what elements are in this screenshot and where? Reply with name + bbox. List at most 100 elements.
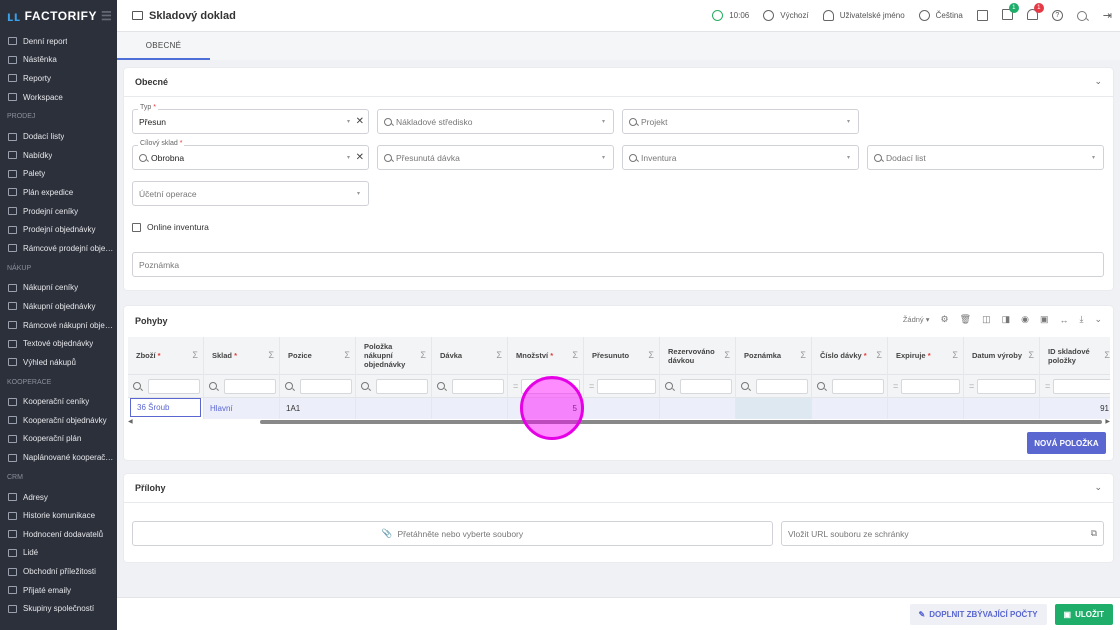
table-cell[interactable]	[736, 398, 811, 419]
layout-icon[interactable]: ◨	[1001, 314, 1011, 324]
inventory-select[interactable]: Inventura ▾	[622, 145, 859, 170]
sidebar-item[interactable]: Denní report	[0, 32, 117, 51]
table-cell[interactable]	[812, 398, 887, 419]
filter-input[interactable]	[597, 378, 656, 394]
table-cell[interactable]: 91	[1040, 398, 1110, 419]
moved-batch-select[interactable]: Přesunutá dávka ▾	[377, 145, 614, 170]
eye-icon[interactable]: ◉	[1021, 314, 1029, 324]
sum-icon[interactable]: Σ	[420, 350, 426, 360]
column-header[interactable]: Poznámka Σ	[736, 337, 811, 375]
sidebar-item[interactable]: Textové objednávky	[0, 334, 117, 353]
sidebar-item[interactable]: Rámcové nákupní objed...	[0, 316, 117, 335]
sidebar-item[interactable]: Kooperační plán	[0, 430, 117, 449]
clear-icon[interactable]: ✕	[355, 152, 364, 163]
cost-center-select[interactable]: Nákladové středisko ▾	[377, 109, 614, 134]
sum-icon[interactable]: Σ	[192, 350, 198, 360]
columns-icon[interactable]: ◫	[982, 314, 991, 324]
sum-icon[interactable]: Σ	[1104, 350, 1110, 360]
sidebar-item[interactable]: Prodejní objednávky	[0, 220, 117, 239]
sidebar-item[interactable]: Palety	[0, 165, 117, 184]
filter-input[interactable]	[832, 378, 884, 394]
column-header[interactable]: Dávka Σ	[432, 337, 507, 375]
sidebar-item[interactable]: Lidé	[0, 544, 117, 563]
filter-input[interactable]	[224, 378, 276, 394]
sidebar-item[interactable]: Reporty	[0, 69, 117, 88]
sum-icon[interactable]: Σ	[344, 350, 350, 360]
help-icon[interactable]: ?	[1051, 10, 1063, 21]
gift-button[interactable]: 1	[1001, 3, 1019, 22]
sidebar-item[interactable]: Výhled nákupů	[0, 353, 117, 372]
sidebar-item[interactable]: Adresy	[0, 488, 117, 507]
scroll-left-icon[interactable]: ◀	[128, 419, 133, 425]
column-header[interactable]: Pozice Σ	[280, 337, 355, 375]
save-button[interactable]: ▣ ULOŽIT	[1054, 604, 1113, 625]
sum-icon[interactable]: Σ	[952, 350, 958, 360]
filter-input[interactable]	[148, 378, 200, 394]
target-warehouse-select[interactable]: Cílový sklad * Obrobna ▾ ✕	[132, 140, 369, 170]
checkbox[interactable]	[132, 222, 141, 232]
tab-general[interactable]: OBECNÉ	[117, 32, 210, 60]
column-header[interactable]: Množství * Σ	[508, 337, 583, 375]
settings-icon[interactable]: ⚙	[940, 314, 949, 324]
delete-icon[interactable]: 🗑	[959, 314, 972, 324]
filter-input[interactable]	[901, 378, 960, 394]
chevron-down-icon[interactable]: ⌄	[1094, 76, 1102, 86]
table-cell[interactable]	[964, 398, 1039, 419]
sum-icon[interactable]: Σ	[496, 350, 502, 360]
online-inventory-checkbox[interactable]: Online inventura	[132, 222, 209, 232]
filter-input[interactable]	[977, 378, 1036, 394]
sum-icon[interactable]: Σ	[268, 350, 274, 360]
fit-icon[interactable]: ▣	[1039, 314, 1049, 324]
sidebar-item[interactable]: Nákupní objednávky	[0, 297, 117, 316]
sidebar-item[interactable]: Hodnocení dodavatelů	[0, 525, 117, 544]
accounting-operation-select[interactable]: Účetní operace ▾	[132, 181, 369, 206]
signpost-icon[interactable]	[976, 10, 988, 21]
horizontal-scrollbar[interactable]: ◀ ▶	[128, 419, 1110, 426]
column-header[interactable]: Číslo dávky * Σ	[812, 337, 887, 375]
sidebar-item[interactable]: Dodací listy	[0, 127, 117, 146]
sidebar-item[interactable]: Obchodní příležitosti	[0, 562, 117, 581]
column-header[interactable]: Sklad * Σ	[204, 337, 279, 375]
column-header[interactable]: Položka nákupní objednávky Σ	[356, 337, 431, 375]
table-cell[interactable]: 1A1	[280, 398, 355, 419]
file-dropzone[interactable]: 📎 Přetáhněte nebo vyberte soubory	[132, 521, 773, 546]
column-header[interactable]: Přesunuto Σ	[584, 337, 659, 375]
filter-input[interactable]	[376, 378, 428, 394]
sidebar-item[interactable]: Nástěnka	[0, 51, 117, 70]
user-menu[interactable]: Uživatelské jméno	[839, 11, 905, 20]
filter-input[interactable]	[680, 378, 732, 394]
sidebar-item[interactable]: Kooperační ceníky	[0, 393, 117, 412]
sidebar-item[interactable]: Workspace	[0, 88, 117, 107]
new-item-button[interactable]: NOVÁ POLOŽKA	[1027, 432, 1106, 454]
column-header[interactable]: Zboží * Σ	[128, 337, 203, 375]
expand-horizontal-icon[interactable]: ↔	[1059, 314, 1069, 325]
table-cell[interactable]	[356, 398, 431, 419]
sum-icon[interactable]: Σ	[800, 350, 806, 360]
paste-icon[interactable]: ⧉	[1090, 528, 1097, 538]
clear-icon[interactable]: ✕	[355, 116, 364, 127]
logout-icon[interactable]: ⇥	[1102, 10, 1112, 22]
sum-icon[interactable]: Σ	[572, 350, 578, 360]
column-header[interactable]: ID skladové položky Σ	[1040, 337, 1110, 375]
sidebar-item[interactable]: Rámcové prodejní objed...	[0, 239, 117, 258]
view-select[interactable]: Žádný ▾	[902, 315, 930, 324]
file-url-input[interactable]: Vložit URL souboru ze schránky ⧉	[781, 521, 1104, 546]
table-cell[interactable]	[432, 398, 507, 419]
sum-icon[interactable]: Σ	[1028, 350, 1034, 360]
sidebar-item[interactable]: Nákupní ceníky	[0, 279, 117, 298]
chevron-down-icon[interactable]: ⌄	[1094, 482, 1102, 492]
scrollbar-thumb[interactable]	[260, 420, 1102, 424]
table-cell[interactable]	[584, 398, 659, 419]
currency-selector[interactable]: Výchozí	[780, 11, 809, 20]
column-header[interactable]: Datum výroby Σ	[964, 337, 1039, 375]
sum-icon[interactable]: Σ	[876, 350, 882, 360]
note-input[interactable]: Poznámka	[132, 252, 1104, 277]
sidebar-item[interactable]: Naplánované kooperačn...	[0, 448, 117, 467]
filter-input[interactable]	[452, 378, 504, 394]
sidebar-item[interactable]: Historie komunikace	[0, 506, 117, 525]
currency-icon[interactable]	[763, 10, 775, 21]
column-header[interactable]: Rezervováno dávkou Σ	[660, 337, 735, 375]
sidebar-item[interactable]: Prodejní ceníky	[0, 202, 117, 221]
scroll-right-icon[interactable]: ▶	[1105, 419, 1110, 425]
sidebar-item[interactable]: Plán expedice	[0, 183, 117, 202]
